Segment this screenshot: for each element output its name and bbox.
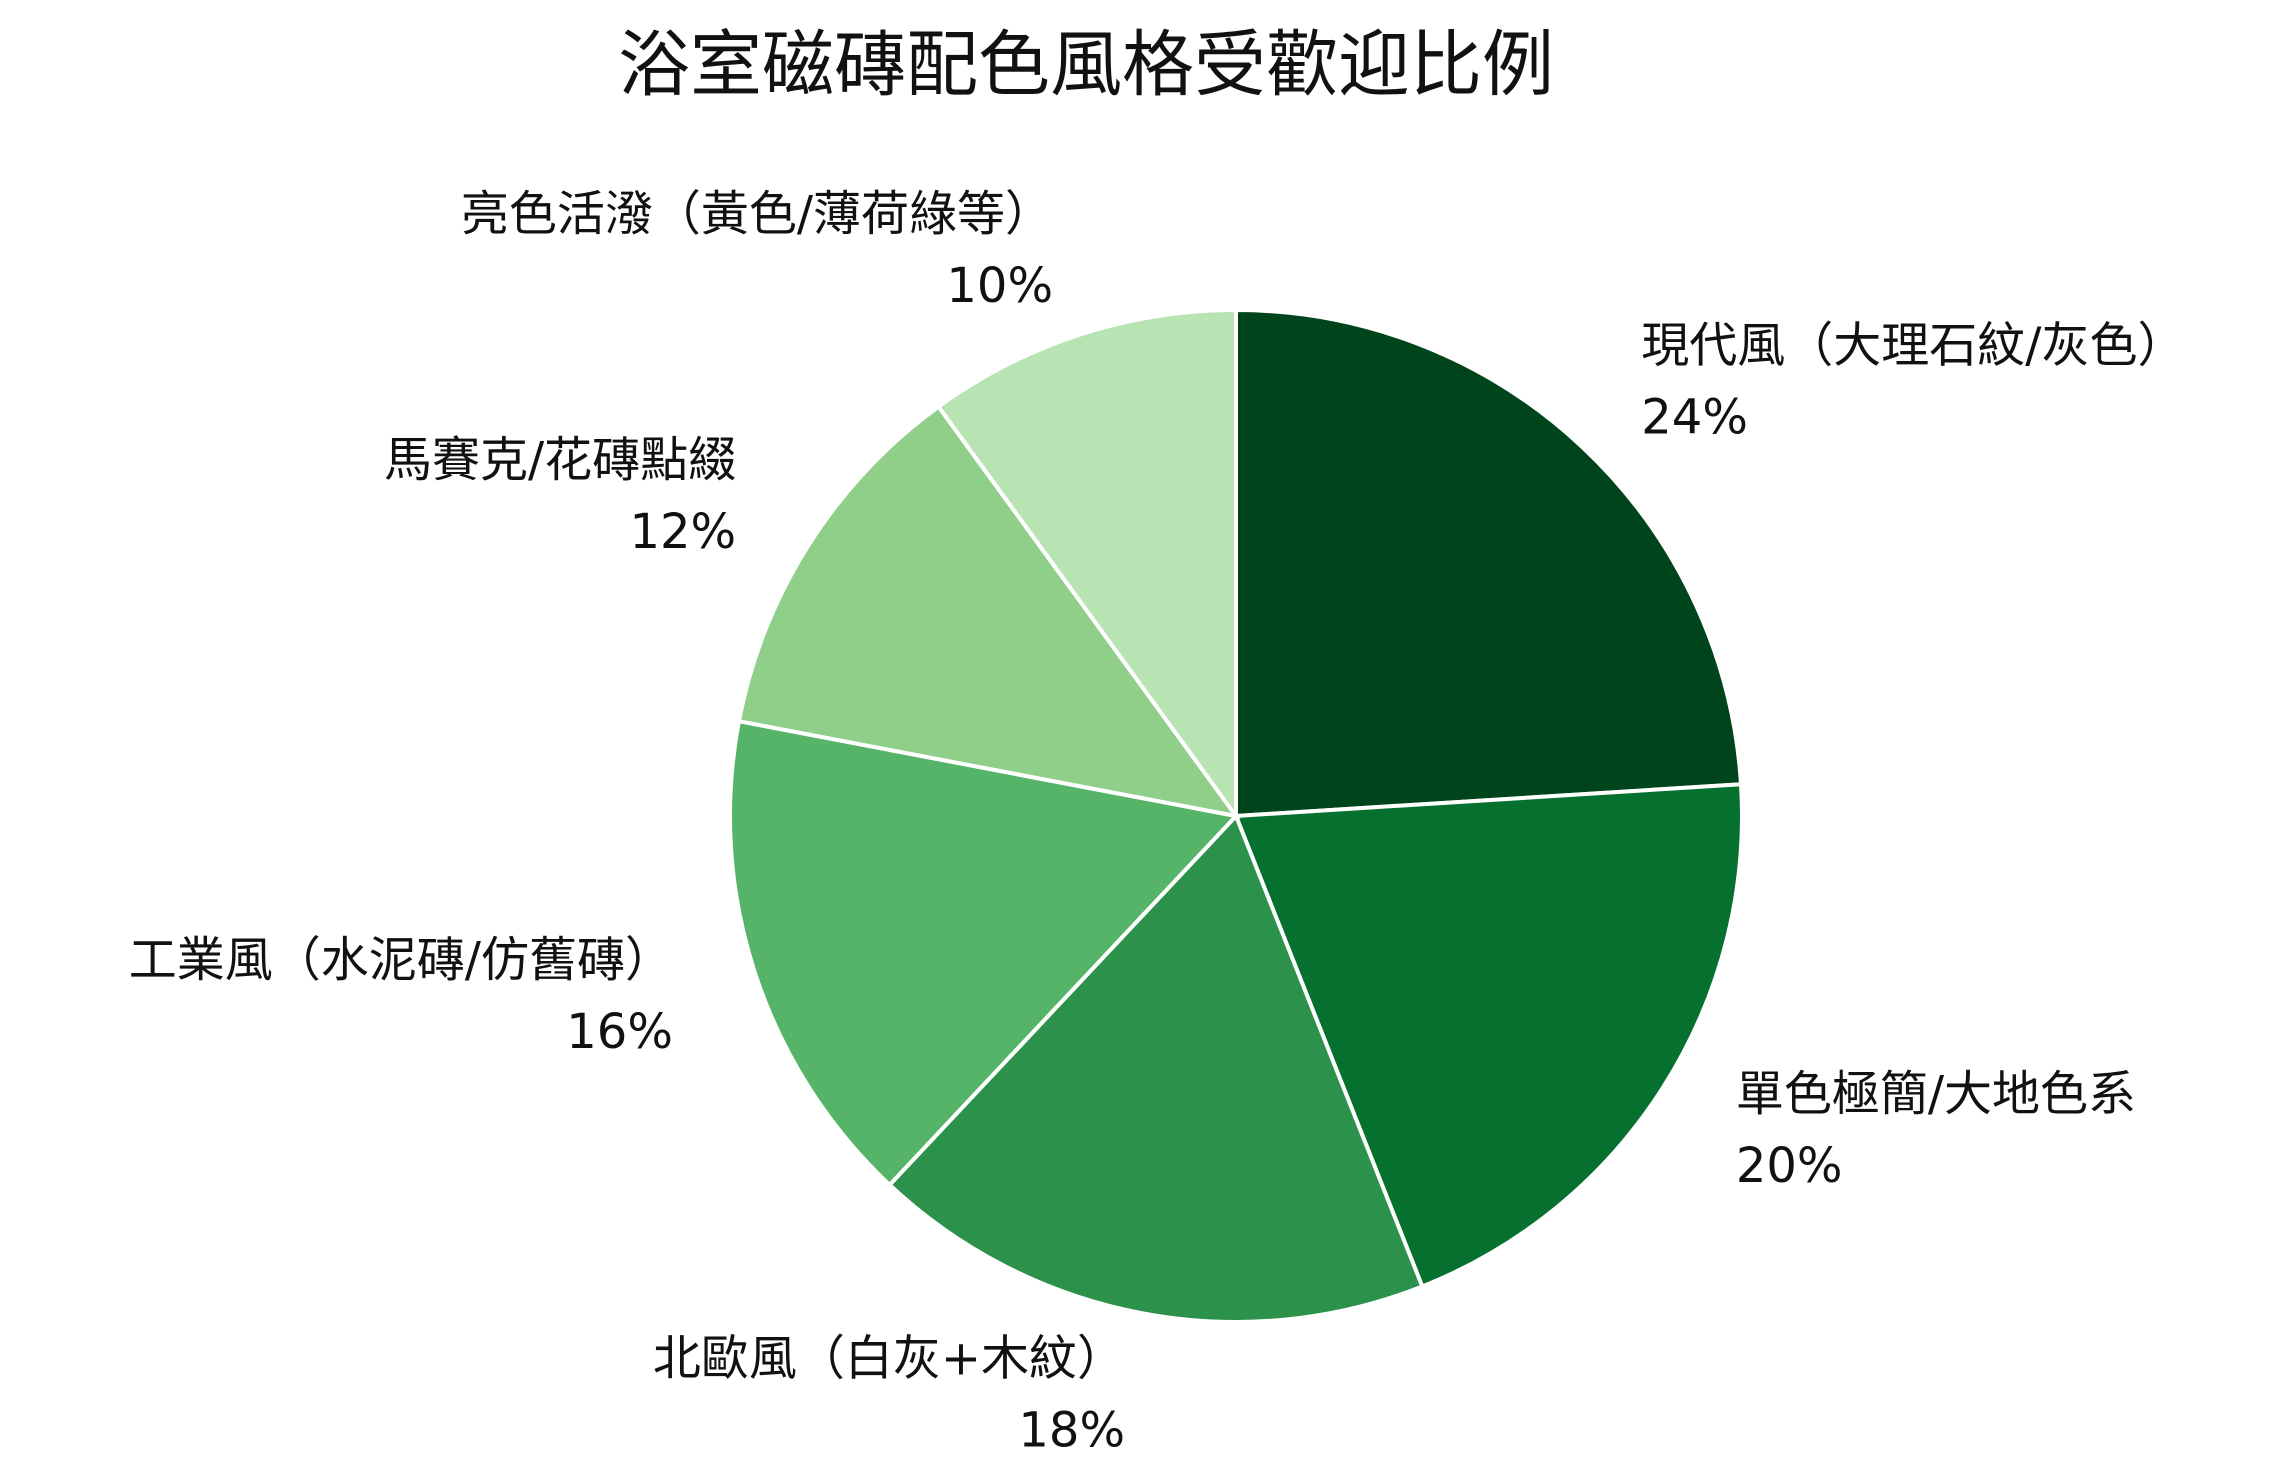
pie-slice [728,718,1240,1188]
slice-label: 現代風（大理石紋/灰色） [1641,317,2185,373]
pie-slice [886,812,1425,1324]
chart-title: 浴室磁磚配色風格受歡迎比例 [618,23,1554,107]
slice-value-label: 16% [566,1004,673,1060]
slice-label: 北歐風（白灰+木紋） [653,1331,1125,1387]
pie-slice [736,403,1241,819]
slice-value-label: 10% [946,258,1053,314]
slice-value-label: 18% [1018,1403,1125,1459]
slice-value-label: 12% [629,504,736,560]
slice-label: 亮色活潑（黃色/薄荷綠等） [461,186,1053,242]
slice-label: 單色極簡/大地色系 [1736,1066,2136,1122]
pie-slice [1233,782,1744,1290]
pie-slice [935,307,1238,823]
pie-slice [1234,307,1744,819]
slice-label: 工業風（水泥磚/仿舊磚） [129,932,673,988]
slice-value-label: 20% [1736,1138,1843,1194]
slice-value-label: 24% [1641,389,1748,445]
slice-label: 馬賽克/花磚點綴 [384,432,736,488]
